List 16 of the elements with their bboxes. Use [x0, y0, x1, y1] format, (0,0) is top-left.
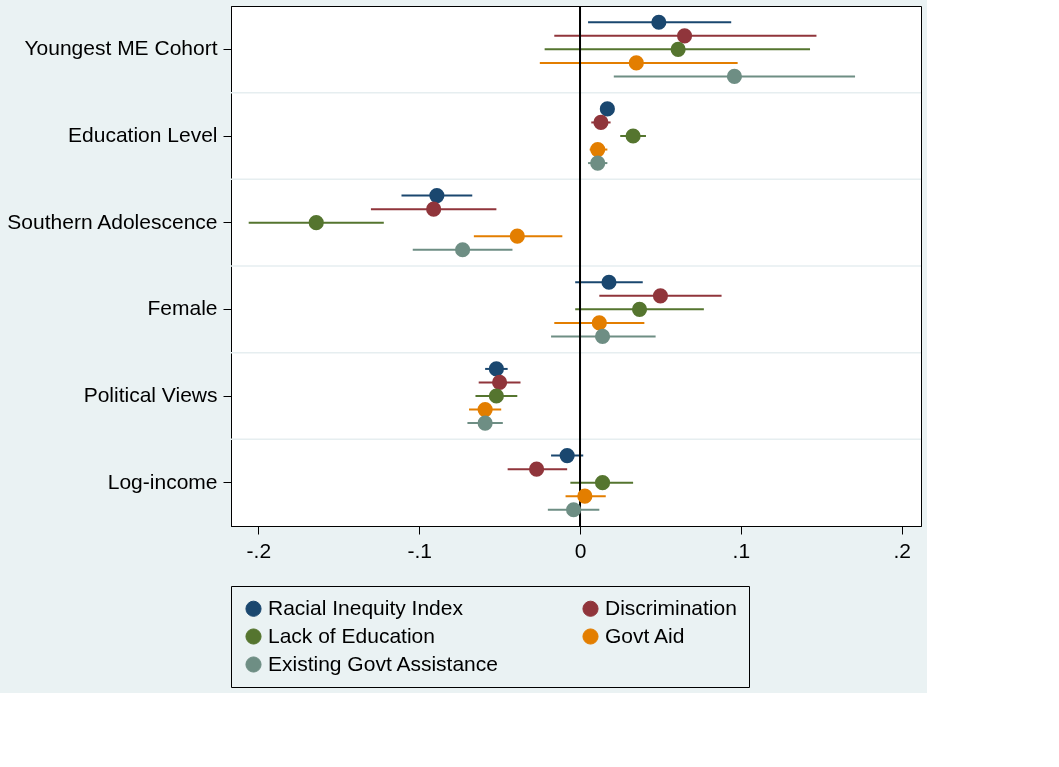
- x-tick-label: .2: [893, 538, 911, 562]
- y-tick-label: Political Views: [83, 383, 218, 406]
- x-tick-label: -.1: [407, 538, 432, 562]
- y-tick-label: Southern Adolescence: [7, 209, 218, 233]
- legend-label: Existing Govt Assistance: [268, 651, 498, 675]
- legend-label: Govt Aid: [605, 623, 685, 647]
- y-tick-label: Education Level: [68, 123, 218, 146]
- x-tick-label: .1: [732, 538, 751, 562]
- legend-label: Lack of Education: [268, 623, 435, 647]
- y-tick-label: Youngest ME Cohort: [24, 36, 218, 60]
- y-tick-label: Log-income: [107, 469, 218, 493]
- y-tick-label: Female: [147, 296, 218, 320]
- x-tick-label: -.2: [246, 538, 272, 562]
- legend-label: Discrimination: [605, 595, 737, 619]
- legend-label: Racial Inequity Index: [268, 595, 464, 619]
- x-tick-label: 0: [574, 538, 587, 562]
